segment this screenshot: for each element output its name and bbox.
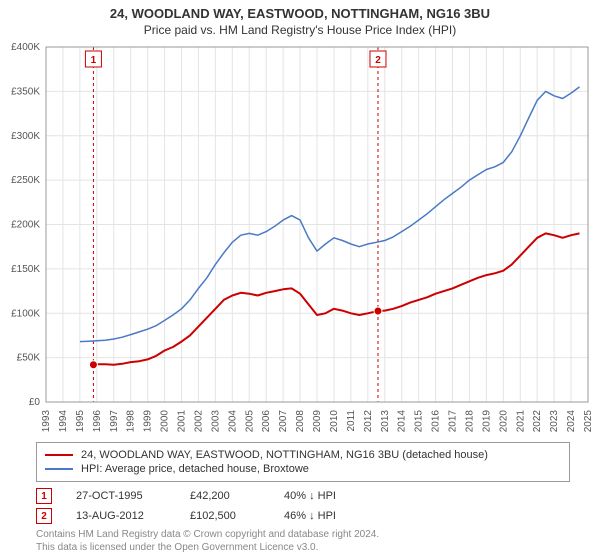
- chart-title: 24, WOODLAND WAY, EASTWOOD, NOTTINGHAM, …: [10, 6, 590, 21]
- transaction-date-1: 27-OCT-1995: [76, 490, 166, 502]
- svg-text:1998: 1998: [126, 410, 137, 433]
- svg-text:2019: 2019: [481, 410, 492, 433]
- svg-text:£400K: £400K: [11, 42, 40, 53]
- chart-header: 24, WOODLAND WAY, EASTWOOD, NOTTINGHAM, …: [0, 0, 600, 39]
- svg-text:2010: 2010: [329, 410, 340, 433]
- transaction-delta-2: 46% ↓ HPI: [284, 510, 336, 522]
- svg-text:2017: 2017: [448, 410, 459, 433]
- transaction-row-2: 2 13-AUG-2012 £102,500 46% ↓ HPI: [36, 508, 570, 524]
- svg-text:2022: 2022: [532, 410, 543, 433]
- legend-swatch-hpi: [45, 468, 73, 470]
- svg-text:2008: 2008: [295, 410, 306, 433]
- svg-text:£200K: £200K: [11, 220, 40, 231]
- svg-text:1: 1: [91, 55, 97, 66]
- svg-text:2006: 2006: [261, 410, 272, 433]
- svg-text:2013: 2013: [380, 410, 391, 433]
- svg-text:2002: 2002: [193, 410, 204, 433]
- svg-text:2011: 2011: [346, 410, 357, 432]
- chart-subtitle: Price paid vs. HM Land Registry's House …: [10, 23, 590, 37]
- svg-text:2020: 2020: [498, 410, 509, 433]
- svg-text:£350K: £350K: [11, 86, 40, 97]
- svg-text:1999: 1999: [143, 410, 154, 433]
- svg-text:2024: 2024: [566, 410, 577, 433]
- transaction-marker-1: 1: [36, 488, 52, 504]
- svg-text:2007: 2007: [278, 410, 289, 433]
- legend-item-hpi: HPI: Average price, detached house, Brox…: [45, 463, 561, 475]
- svg-text:£0: £0: [29, 397, 41, 408]
- svg-text:2016: 2016: [431, 410, 442, 433]
- transaction-marker-2: 2: [36, 508, 52, 524]
- legend-label-hpi: HPI: Average price, detached house, Brox…: [81, 463, 309, 475]
- svg-text:2: 2: [375, 55, 381, 66]
- svg-text:2003: 2003: [210, 410, 221, 433]
- chart-area: £0 £50K £100K £150K £200K £250K £300K £350K £400…: [0, 39, 600, 436]
- transaction-delta-1: 40% ↓ HPI: [284, 490, 336, 502]
- svg-text:£250K: £250K: [11, 175, 40, 186]
- legend-label-property: 24, WOODLAND WAY, EASTWOOD, NOTTINGHAM, …: [81, 449, 488, 461]
- legend-box: 24, WOODLAND WAY, EASTWOOD, NOTTINGHAM, …: [36, 442, 570, 482]
- svg-text:2001: 2001: [177, 410, 188, 433]
- svg-text:2014: 2014: [397, 410, 408, 433]
- transaction-price-2: £102,500: [190, 510, 260, 522]
- license-line-1: Contains HM Land Registry data © Crown c…: [36, 528, 570, 541]
- svg-text:2015: 2015: [414, 410, 425, 433]
- transaction-price-1: £42,200: [190, 490, 260, 502]
- svg-text:1995: 1995: [75, 410, 86, 433]
- license-text: Contains HM Land Registry data © Crown c…: [36, 528, 570, 554]
- line-chart: £0 £50K £100K £150K £200K £250K £300K £350K £400…: [0, 39, 600, 436]
- svg-text:2025: 2025: [583, 410, 594, 433]
- svg-text:1993: 1993: [41, 410, 52, 433]
- svg-text:2005: 2005: [244, 410, 255, 433]
- legend-swatch-property: [45, 454, 73, 456]
- svg-text:1996: 1996: [92, 410, 103, 433]
- transaction-row-1: 1 27-OCT-1995 £42,200 40% ↓ HPI: [36, 488, 570, 504]
- svg-text:£100K: £100K: [11, 308, 40, 319]
- svg-text:£150K: £150K: [11, 264, 40, 275]
- svg-text:2018: 2018: [464, 410, 475, 433]
- legend-item-property: 24, WOODLAND WAY, EASTWOOD, NOTTINGHAM, …: [45, 449, 561, 461]
- chart-footer: 24, WOODLAND WAY, EASTWOOD, NOTTINGHAM, …: [0, 436, 600, 560]
- transaction-date-2: 13-AUG-2012: [76, 510, 166, 522]
- license-line-2: This data is licensed under the Open Gov…: [36, 541, 570, 554]
- svg-text:2012: 2012: [363, 410, 374, 433]
- svg-text:1994: 1994: [58, 410, 69, 433]
- svg-text:£50K: £50K: [17, 353, 41, 364]
- svg-text:2021: 2021: [515, 410, 526, 433]
- svg-text:2009: 2009: [312, 410, 323, 433]
- svg-text:2004: 2004: [227, 410, 238, 433]
- svg-text:2000: 2000: [160, 410, 171, 433]
- svg-text:1997: 1997: [109, 410, 120, 433]
- svg-text:£300K: £300K: [11, 131, 40, 142]
- svg-text:2023: 2023: [549, 410, 560, 433]
